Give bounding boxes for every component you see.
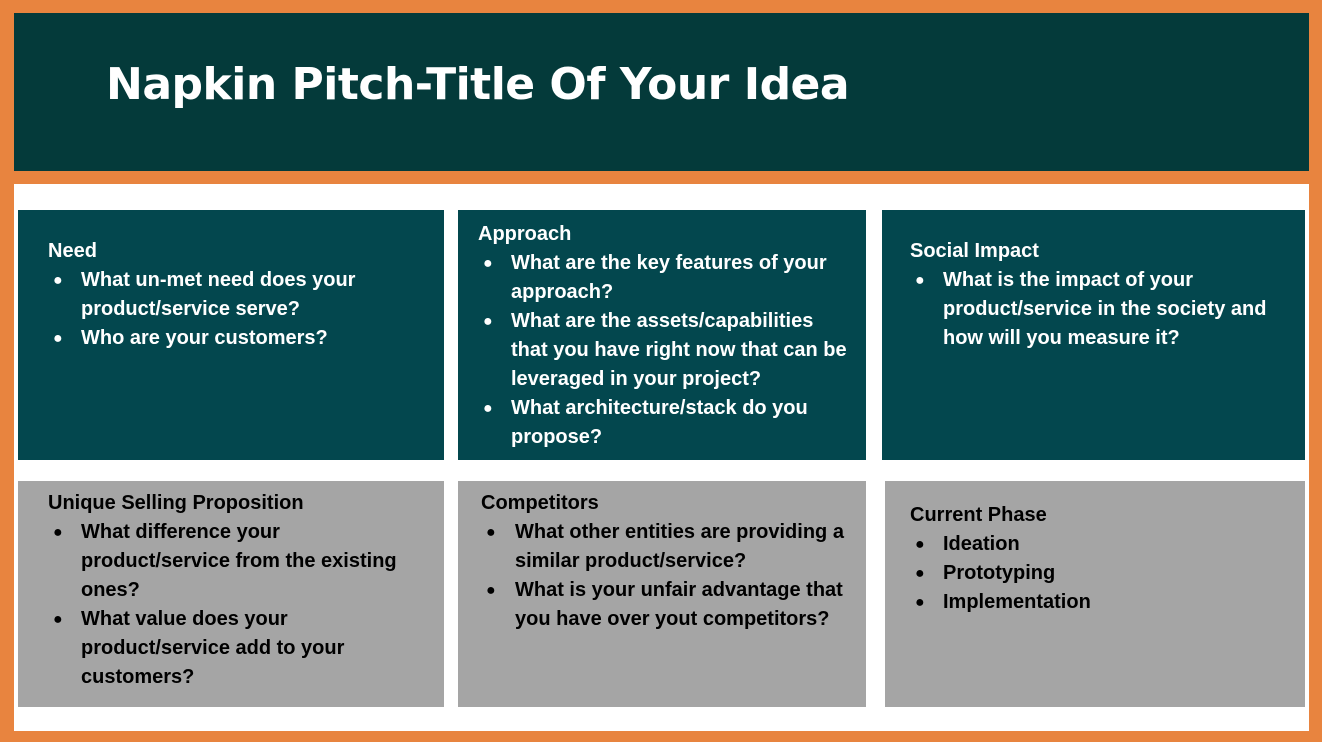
bullet-icon: ● (53, 524, 63, 541)
bullet-list: ● What other entities are providing a sim… (481, 518, 854, 634)
card-heading: Unique Selling Proposition (48, 492, 304, 514)
list-item: ● What difference your product/service fr… (48, 518, 432, 605)
card-social-impact: Social Impact ● What is the impact of you… (882, 210, 1305, 460)
bullet-icon: ● (915, 536, 925, 553)
bullet-list: ● What are the key features of your appro… (478, 249, 854, 452)
card-heading: Social Impact (910, 240, 1039, 262)
card-heading: Need (48, 240, 97, 262)
card-approach: Approach ● What are the key features of y… (458, 210, 866, 460)
page-title: Napkin Pitch-Title Of Your Idea (106, 59, 850, 110)
list-item: ● What is your unfair advantage that you … (481, 576, 854, 634)
card-competitors: Competitors ● What other entities are pro… (458, 481, 866, 707)
bullet-icon: ● (53, 611, 63, 628)
bullet-list: ● What is the impact of your product/serv… (910, 266, 1293, 353)
bullet-icon: ● (483, 313, 493, 330)
card-heading: Approach (478, 223, 572, 245)
list-item: ● What architecture/stack do you propose? (478, 394, 854, 452)
card-current-phase: Current Phase ● Ideation ● Prototyping ● Im… (885, 481, 1305, 707)
list-item: ● What value does your product/service ad… (48, 605, 432, 692)
list-item: ● What other entities are providing a sim… (481, 518, 854, 576)
bullet-icon: ● (486, 582, 496, 599)
bullet-icon: ● (915, 272, 925, 289)
list-item: ● What are the key features of your appro… (478, 249, 854, 307)
bullet-list: ● What difference your product/service fr… (48, 518, 432, 692)
bullet-icon: ● (486, 524, 496, 541)
list-item: ● What is the impact of your product/serv… (910, 266, 1293, 353)
card-unique-selling-proposition: Unique Selling Proposition ● What differe… (18, 481, 444, 707)
bullet-list: ● What un-met need does your product/serv… (48, 266, 432, 353)
bullet-icon: ● (53, 330, 63, 347)
bullet-list: ● Ideation ● Prototyping ● Implementation (910, 530, 1293, 617)
card-heading: Current Phase (910, 504, 1047, 526)
bullet-icon: ● (915, 594, 925, 611)
list-item: ● What un-met need does your product/serv… (48, 266, 432, 324)
list-item: ● Implementation (910, 588, 1293, 617)
list-item: ● What are the assets/capabilities that y… (478, 307, 854, 394)
bullet-icon: ● (915, 565, 925, 582)
title-banner: Napkin Pitch-Title Of Your Idea (14, 13, 1309, 171)
card-heading: Competitors (481, 492, 599, 514)
bullet-icon: ● (483, 255, 493, 272)
bullet-icon: ● (483, 400, 493, 417)
list-item: ● Prototyping (910, 559, 1293, 588)
list-item: ● Who are your customers? (48, 324, 432, 353)
card-need: Need ● What un-met need does your product… (18, 210, 444, 460)
bullet-icon: ● (53, 272, 63, 289)
list-item: ● Ideation (910, 530, 1293, 559)
